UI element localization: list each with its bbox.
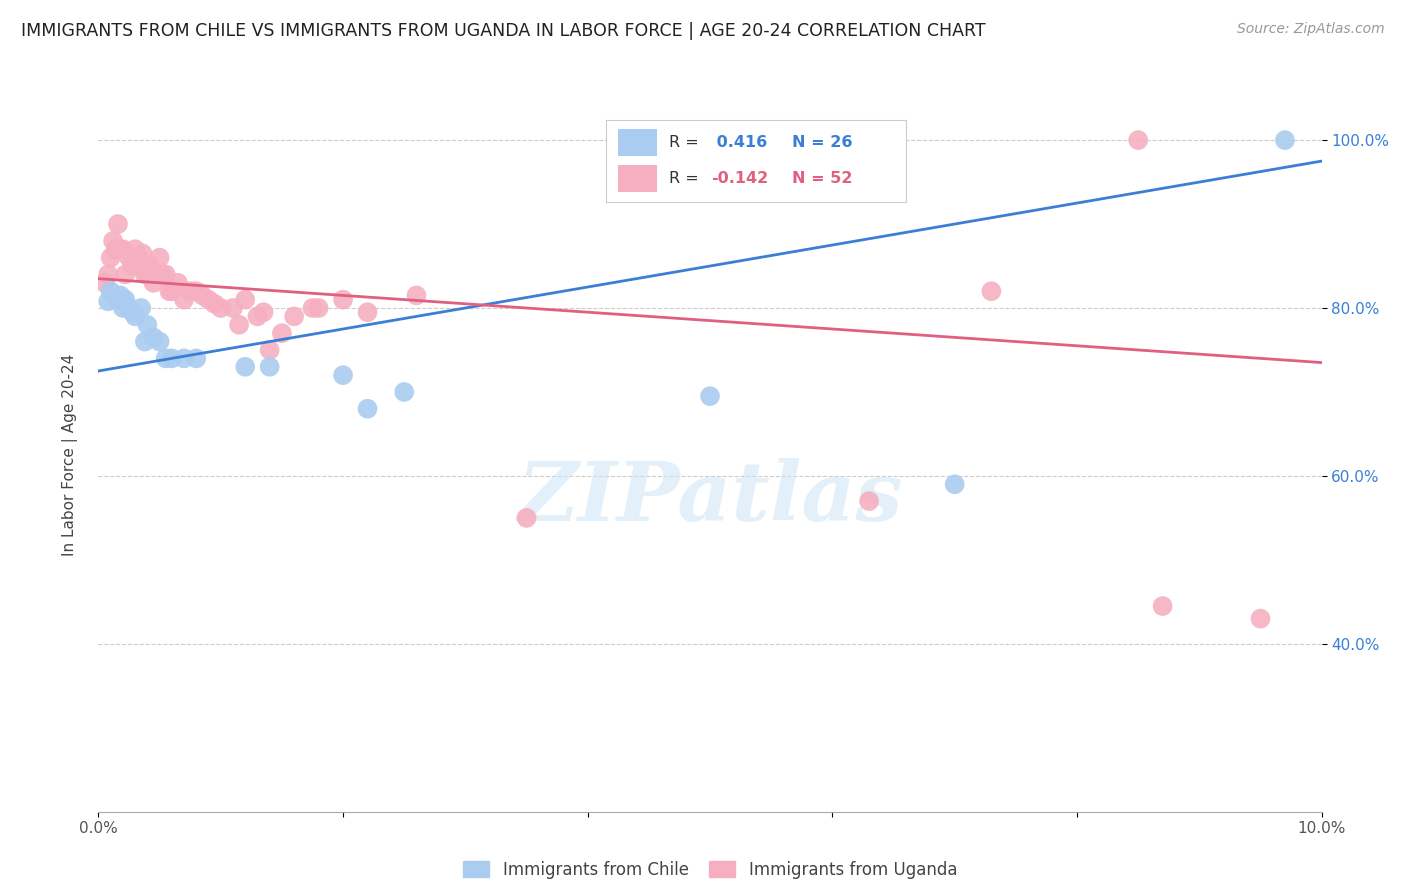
Point <box>246 310 269 324</box>
Point <box>204 297 226 311</box>
Text: IMMIGRANTS FROM CHILE VS IMMIGRANTS FROM UGANDA IN LABOR FORCE | AGE 20-24 CORRE: IMMIGRANTS FROM CHILE VS IMMIGRANTS FROM… <box>21 22 986 40</box>
Point <box>129 301 152 315</box>
Point <box>124 242 146 256</box>
Point <box>136 268 159 282</box>
Point <box>1128 133 1150 147</box>
Point <box>142 276 165 290</box>
Point <box>100 284 122 298</box>
Point <box>127 251 149 265</box>
Point <box>1152 599 1174 613</box>
Point <box>259 359 281 374</box>
Point <box>111 301 134 315</box>
Point <box>301 301 323 315</box>
Point <box>155 351 177 366</box>
Point <box>173 351 195 366</box>
Point <box>146 268 169 282</box>
Point <box>283 310 305 324</box>
Point <box>136 318 159 332</box>
Point <box>100 251 122 265</box>
Point <box>104 242 127 256</box>
Point <box>233 359 256 374</box>
Point <box>101 234 124 248</box>
Point <box>1249 612 1271 626</box>
Point <box>93 276 115 290</box>
Point <box>97 294 120 309</box>
Point <box>233 293 256 307</box>
Point <box>186 351 208 366</box>
Point <box>332 368 354 383</box>
Point <box>228 318 250 332</box>
Point <box>149 251 172 265</box>
Point <box>121 305 143 319</box>
Point <box>105 293 128 307</box>
Point <box>134 334 156 349</box>
Point <box>179 284 201 298</box>
Point <box>118 251 141 265</box>
Point <box>980 284 1002 298</box>
Point <box>356 305 378 319</box>
Point <box>259 343 281 357</box>
Point <box>139 259 162 273</box>
Point <box>114 268 136 282</box>
Point <box>197 293 219 307</box>
Point <box>699 389 721 403</box>
Point <box>252 305 274 319</box>
Point <box>97 268 120 282</box>
Point <box>191 288 214 302</box>
Point <box>149 334 172 349</box>
Y-axis label: In Labor Force | Age 20-24: In Labor Force | Age 20-24 <box>62 354 77 556</box>
Point <box>858 494 880 508</box>
Point <box>356 401 378 416</box>
Point <box>173 293 195 307</box>
Text: ZIPatlas: ZIPatlas <box>517 458 903 538</box>
Point <box>129 255 152 269</box>
Point <box>160 351 183 366</box>
Point <box>1274 133 1296 147</box>
Point <box>222 301 245 315</box>
Point <box>114 293 136 307</box>
Point <box>405 288 427 302</box>
Point <box>131 246 153 260</box>
Point <box>209 301 232 315</box>
Point <box>160 284 183 298</box>
Point <box>943 477 966 491</box>
Point <box>111 242 134 256</box>
Text: Source: ZipAtlas.com: Source: ZipAtlas.com <box>1237 22 1385 37</box>
Point <box>124 310 146 324</box>
Point <box>107 217 129 231</box>
Point <box>332 293 354 307</box>
Point <box>110 288 132 302</box>
Point <box>308 301 330 315</box>
Point <box>134 268 156 282</box>
Legend: Immigrants from Chile, Immigrants from Uganda: Immigrants from Chile, Immigrants from U… <box>456 855 965 886</box>
Point <box>167 276 190 290</box>
Point <box>186 284 208 298</box>
Point <box>270 326 292 341</box>
Point <box>150 268 173 282</box>
Point <box>142 330 165 344</box>
Point <box>157 284 180 298</box>
Point <box>121 259 143 273</box>
Point <box>110 242 132 256</box>
Point <box>392 384 416 399</box>
Point <box>118 301 141 315</box>
Point <box>155 268 177 282</box>
Point <box>516 511 538 525</box>
